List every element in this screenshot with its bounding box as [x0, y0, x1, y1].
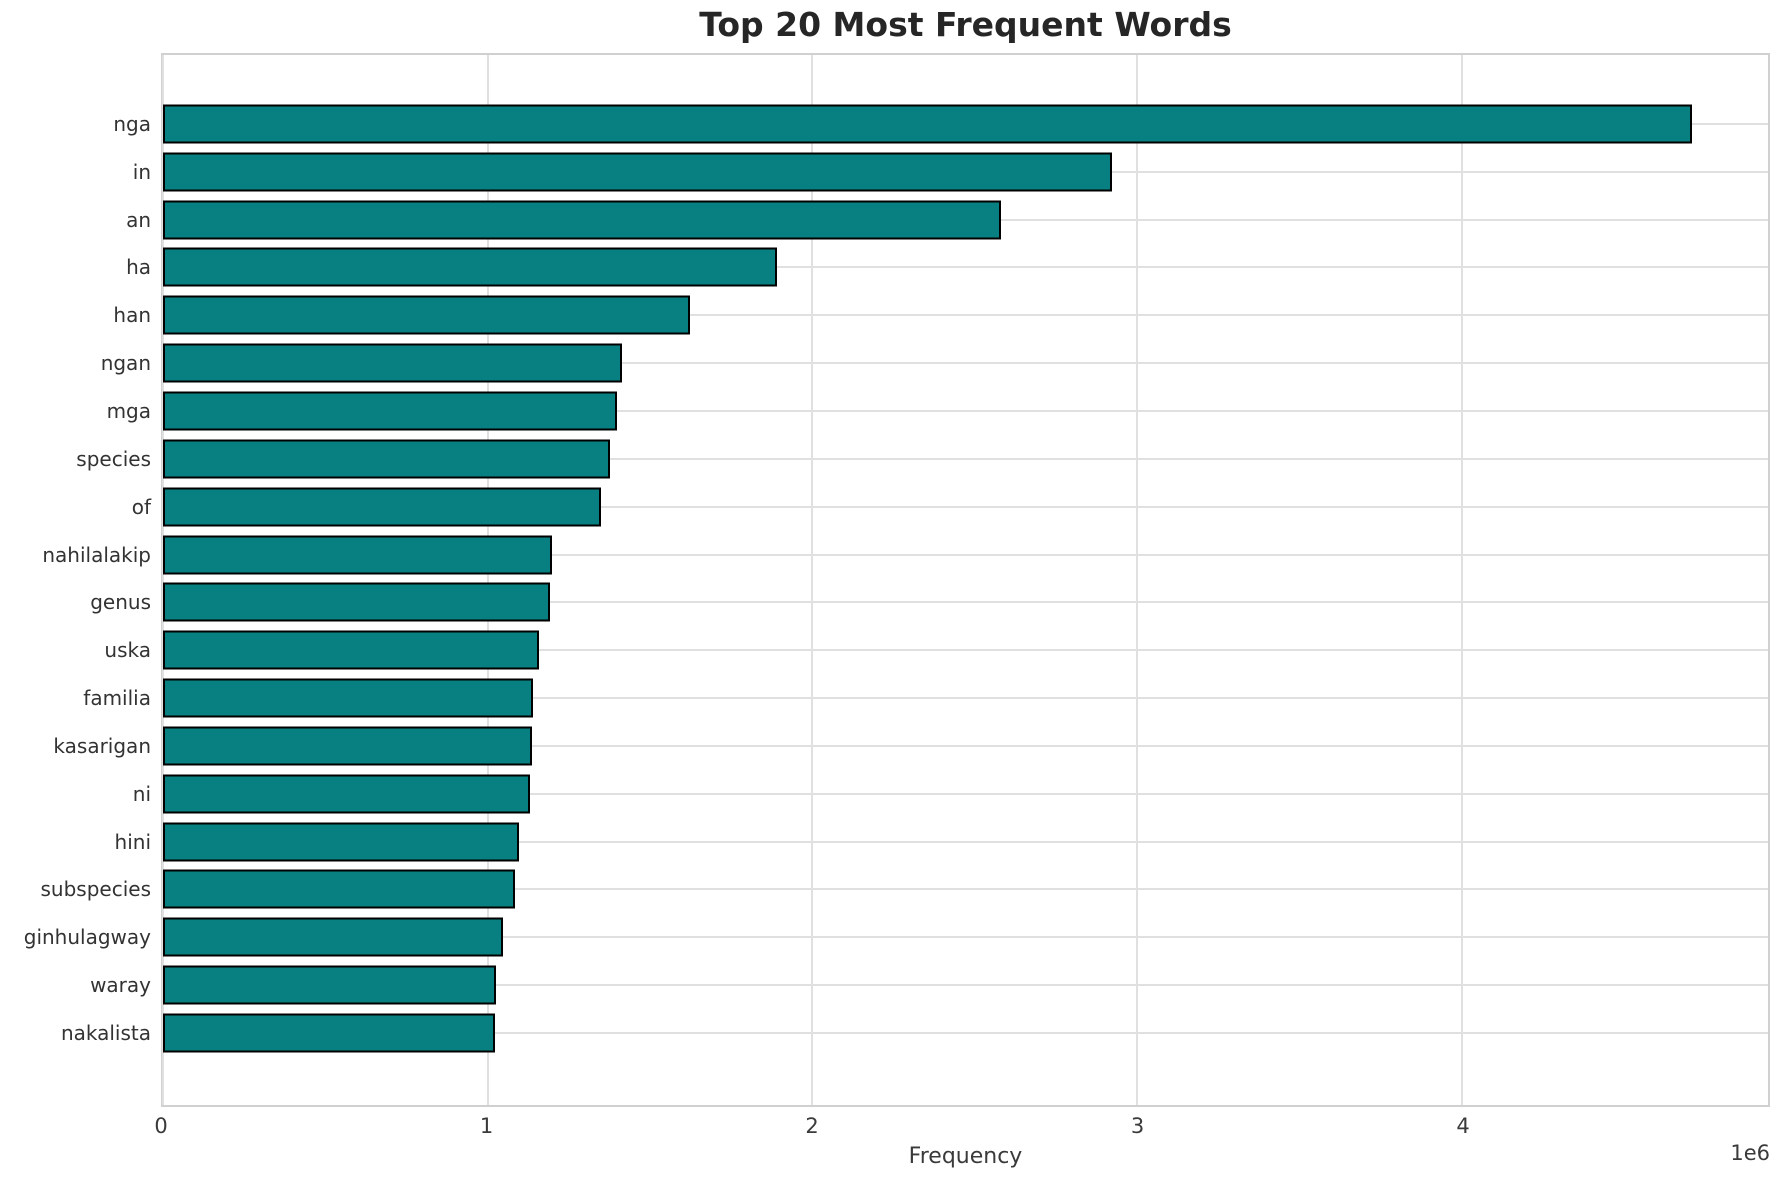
y-tick-label: han [113, 303, 151, 328]
bar-row: kasarigan [53, 722, 1768, 770]
bar-row: ha [126, 244, 1768, 292]
x-axis-offset-label: 1e6 [1730, 1141, 1770, 1165]
x-tick-label: 0 [154, 1114, 168, 1138]
bar-familia [163, 678, 534, 718]
bar-in [163, 152, 1113, 192]
bar-row: of [132, 483, 1768, 531]
chart-title: Top 20 Most Frequent Words [699, 5, 1232, 44]
bar-row: han [113, 291, 1768, 339]
bar-row: subspecies [41, 866, 1768, 914]
bar-row: an [126, 196, 1768, 244]
horizontal-gridline [163, 744, 1768, 747]
bar-row: familia [83, 674, 1768, 722]
bar-genus [163, 582, 551, 622]
bar-waray [163, 965, 496, 1005]
vertical-gridline [1460, 55, 1463, 1105]
bar-mga [163, 391, 617, 431]
y-tick-label: kasarigan [53, 733, 151, 758]
bar-nakalista [163, 1013, 495, 1053]
bar-ni [163, 774, 530, 814]
bar-row: ginhulagway [24, 913, 1768, 961]
horizontal-gridline [163, 505, 1768, 508]
horizontal-gridline [163, 314, 1768, 317]
horizontal-gridline [163, 266, 1768, 269]
vertical-gridline [162, 55, 164, 1105]
bar-row: ngan [101, 339, 1768, 387]
horizontal-gridline [163, 457, 1768, 460]
bar-row: uska [104, 626, 1768, 674]
horizontal-gridline [163, 362, 1768, 365]
bar-row: nga [113, 100, 1768, 148]
y-tick-label: nahilalakip [42, 542, 151, 567]
y-tick-label: ginhulagway [23, 925, 151, 950]
bar-ha [163, 247, 777, 287]
horizontal-gridline [163, 936, 1768, 939]
bar-kasarigan [163, 726, 533, 766]
bar-hini [163, 822, 519, 862]
vertical-gridline [486, 55, 489, 1105]
bar-ngan [163, 343, 623, 383]
bar-uska [163, 630, 539, 670]
x-tick-label: 1 [479, 1114, 494, 1138]
plot-rows: nga in an ha han ngan mga species of nahilalakip g… [24, 100, 1768, 1057]
bar-row: mga [107, 387, 1768, 435]
horizontal-gridline [163, 649, 1768, 652]
y-tick-label: nakalista [60, 1020, 151, 1045]
bar-row: in [133, 148, 1768, 196]
bar-subspecies [163, 869, 515, 909]
bar-species [163, 439, 610, 479]
horizontal-gridline [163, 553, 1768, 556]
horizontal-gridline [163, 1031, 1768, 1034]
bar-row: waray [90, 961, 1768, 1009]
vertical-gridline [811, 55, 814, 1105]
y-tick-label: genus [90, 590, 151, 615]
horizontal-gridline [163, 984, 1768, 987]
bar-an [163, 200, 1002, 240]
y-tick-label: ngan [100, 351, 151, 376]
y-tick-label: species [76, 446, 151, 471]
bar-han [163, 295, 690, 335]
horizontal-gridline [163, 888, 1768, 891]
x-tick-label: 2 [805, 1114, 819, 1138]
bar-of [163, 487, 601, 527]
x-tick-label: 3 [1130, 1114, 1145, 1138]
horizontal-gridline [163, 840, 1768, 843]
horizontal-gridline [163, 409, 1768, 412]
plot-area: nga in an ha han ngan mga species of nahilalakip g… [24, 53, 1770, 1107]
bar-row: ni [133, 770, 1768, 818]
horizontal-gridline [163, 601, 1768, 604]
bar-ginhulagway [163, 917, 504, 957]
bar-row: genus [90, 578, 1768, 626]
horizontal-gridline [163, 697, 1768, 700]
bar-row: hini [115, 818, 1768, 866]
y-tick-label: nga [113, 111, 151, 136]
bar-row: species [76, 435, 1768, 483]
y-tick-label: uska [104, 638, 151, 663]
y-tick-label: subspecies [40, 877, 152, 902]
bar-nahilalakip [163, 535, 553, 575]
y-tick-label: ha [126, 255, 151, 280]
y-tick-label: familia [83, 686, 151, 711]
bar-row: nakalista [61, 1009, 1768, 1057]
y-tick-label: mga [106, 398, 151, 423]
y-tick-label: waray [90, 973, 151, 998]
y-tick-label: in [132, 159, 151, 184]
y-tick-label: an [126, 207, 151, 232]
x-axis-label: Frequency [908, 1144, 1023, 1169]
vertical-gridline [1136, 55, 1139, 1105]
horizontal-gridline [163, 792, 1768, 795]
bar-row: nahilalakip [42, 531, 1768, 579]
y-tick-label: hini [114, 829, 151, 854]
x-tick-label: 4 [1456, 1114, 1470, 1138]
vertical-gridlines [162, 55, 1768, 1105]
y-tick-label: of [131, 494, 151, 519]
bar-nga [163, 104, 1692, 144]
x-axis-ticks: 0 1 2 3 4 [154, 1114, 1770, 1142]
y-tick-label: ni [132, 781, 151, 806]
